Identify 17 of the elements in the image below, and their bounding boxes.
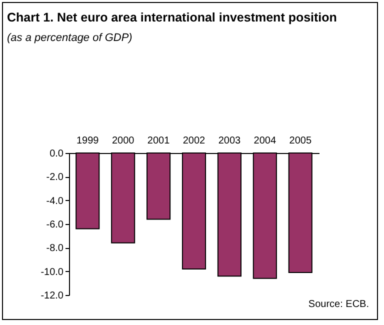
y-tick-label: -8.0 xyxy=(46,243,64,254)
y-tick-label: -10.0 xyxy=(40,266,64,278)
chart-subtitle: (as a percentage of GDP) xyxy=(7,32,133,44)
x-tick-label: 2004 xyxy=(254,136,276,146)
y-tick-label: -4.0 xyxy=(46,196,64,207)
y-tick-label: 0.0 xyxy=(50,148,64,160)
x-tick-label: 2005 xyxy=(289,136,312,146)
y-tick-label: -6.0 xyxy=(46,220,64,230)
y-tick-label: -2.0 xyxy=(46,172,64,184)
x-tick-label: 1999 xyxy=(76,136,100,146)
x-tick-label: 2000 xyxy=(112,136,135,146)
source-note: Source: ECB. xyxy=(308,299,369,310)
x-tick-label: 2003 xyxy=(218,136,242,146)
chart-title: Chart 1. Net euro area international investment position xyxy=(7,10,337,24)
x-tick-label: 2001 xyxy=(147,136,170,146)
y-tick-label: -12.0 xyxy=(40,290,64,302)
x-tick-label: 2002 xyxy=(182,136,206,146)
